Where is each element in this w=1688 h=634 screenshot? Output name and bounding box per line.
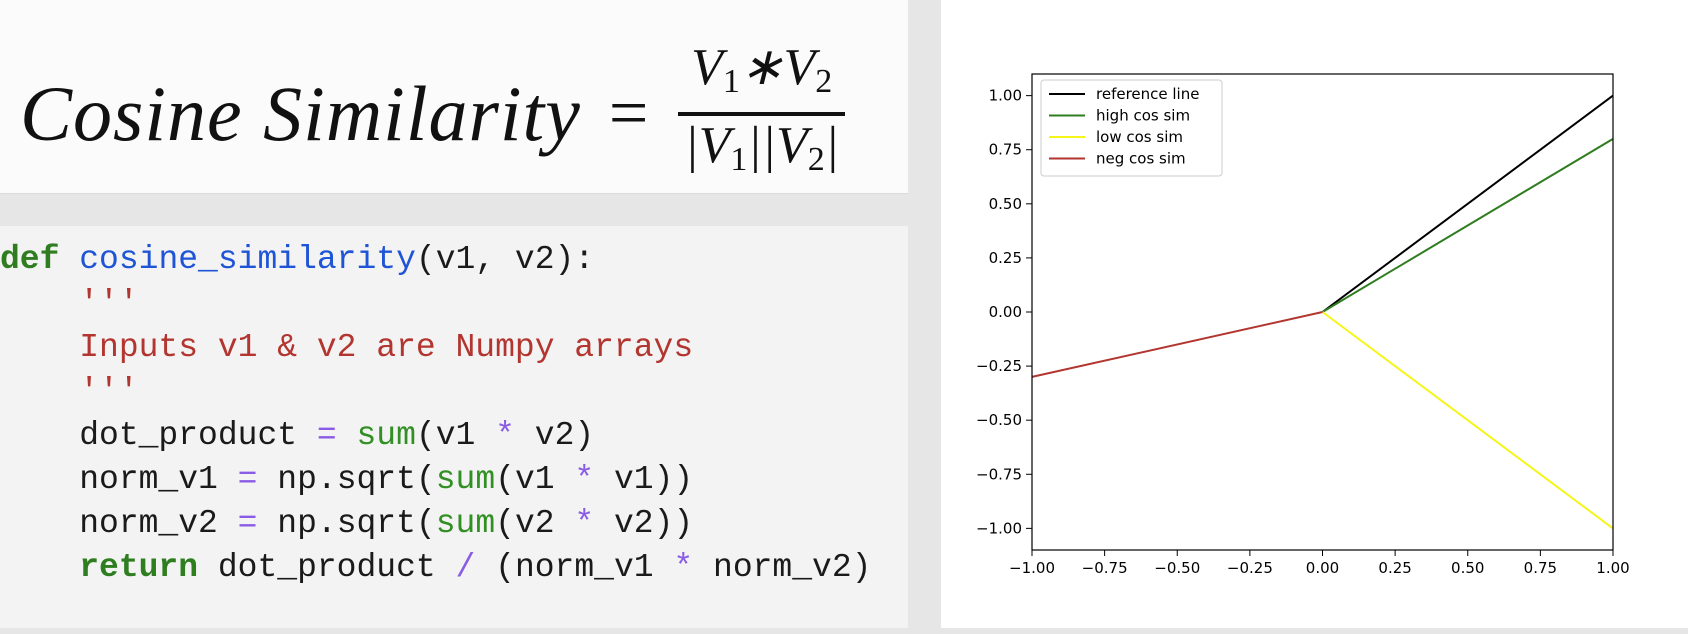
series-line-2 [1321, 138, 1614, 313]
docstring-close: ''' [79, 373, 139, 410]
y-tick-label: −0.25 [976, 357, 1022, 375]
numerator-v-sub: 1 [722, 63, 740, 100]
op-assign: = [237, 505, 258, 542]
denominator-end: | [824, 117, 840, 174]
op-mul: * [673, 549, 694, 586]
op-assign: = [316, 417, 337, 454]
expr-part: (v1 [415, 417, 476, 454]
cosine-similarity-chart: −1.00 −0.75 −0.50 −0.25 0.00 0.25 0.50 0.75 1.00… [976, 73, 1630, 577]
formula-numerator: V1∗V2 [685, 40, 838, 110]
legend-label: neg cos sim [1096, 150, 1186, 168]
denominator-a-sub: 1 [730, 141, 748, 178]
x-tick-label: −0.75 [1082, 559, 1128, 577]
denominator-mid: ||V [747, 117, 808, 174]
var-norm-v1: norm_v1 [79, 461, 218, 498]
code-line-2: ''' [0, 282, 871, 326]
legend-label: high cos sim [1096, 107, 1190, 125]
expr-part: np.sqrt( [277, 461, 436, 498]
x-tick-label: 0.25 [1378, 559, 1411, 577]
op-assign: = [237, 461, 258, 498]
cosine-similarity-formula: Cosine Similarity = V1∗V2 |V1||V2| [20, 40, 846, 178]
op-mul: * [574, 461, 595, 498]
keyword-def: def [0, 241, 60, 278]
function-name: cosine_similarity [79, 241, 416, 278]
y-tick-label: 0.00 [989, 303, 1022, 321]
expr-part: v2) [534, 417, 595, 454]
docstring-text: Inputs v1 & v2 are Numpy arrays [79, 329, 694, 366]
numerator-v2-sub: 2 [815, 63, 833, 100]
code-line-8: return dot_product / (norm_v1 * norm_v2) [0, 546, 871, 590]
code-line-4: ''' [0, 370, 871, 414]
x-tick-label: 0.75 [1524, 559, 1557, 577]
builtin-sum: sum [356, 417, 416, 454]
y-tick-label: −1.00 [976, 519, 1022, 537]
numerator-v: V [691, 39, 723, 96]
legend-label: reference line [1096, 85, 1199, 103]
y-tick-label: 0.75 [989, 141, 1022, 159]
expr-part: dot_product [217, 549, 436, 586]
series-line-1 [1321, 94, 1614, 313]
var-norm-v2: norm_v2 [79, 505, 218, 542]
function-params: (v1, v2): [415, 241, 595, 278]
expr-part: v1)) [614, 461, 694, 498]
legend-label: low cos sim [1096, 128, 1183, 146]
formula-panel: Cosine Similarity = V1∗V2 |V1||V2| [0, 0, 908, 194]
denominator-b-sub: 2 [807, 141, 825, 178]
expr-part: norm_v2) [713, 549, 872, 586]
code-line-6: norm_v1 = np.sqrt(sum(v1 * v1)) [0, 458, 871, 502]
docstring-open: ''' [79, 285, 139, 322]
legend-box [1040, 79, 1223, 177]
expr-part: (v1 [495, 461, 555, 498]
builtin-sum: sum [435, 505, 496, 542]
denominator-a: |V [684, 117, 731, 174]
expr-part: (v2 [495, 505, 555, 542]
formula-lhs: Cosine Similarity [20, 70, 581, 157]
x-tick-label: 0.50 [1451, 559, 1484, 577]
expr-part: v2)) [614, 505, 694, 542]
code-line-1: def cosine_similarity(v1, v2): [0, 238, 871, 282]
code-line-5: dot_product = sum(v1 * v2) [0, 414, 871, 458]
y-tick-label: 1.00 [989, 87, 1022, 105]
code-line-7: norm_v2 = np.sqrt(sum(v2 * v2)) [0, 502, 871, 546]
chart-panel: −1.00 −0.75 −0.50 −0.25 0.00 0.25 0.50 0.75 1.00… [941, 0, 1688, 628]
op-mul: * [574, 505, 595, 542]
x-tick-label: −0.25 [1227, 559, 1273, 577]
op-mul: * [495, 417, 515, 454]
keyword-return: return [79, 549, 199, 586]
series-line-4 [1031, 311, 1323, 378]
series-line-3 [1321, 311, 1614, 530]
expr-part: (norm_v1 [495, 549, 654, 586]
chart-legend: reference line high cos sim low cos sim neg… [1040, 79, 1223, 177]
x-tick-label: 0.00 [1306, 559, 1339, 577]
x-tick-label: 1.00 [1596, 559, 1629, 577]
fraction-bar [678, 112, 846, 116]
formula-denominator: |V1||V2| [678, 118, 845, 188]
x-tick-label: −0.50 [1154, 559, 1200, 577]
builtin-sum: sum [435, 461, 496, 498]
y-tick-label: 0.25 [989, 249, 1022, 267]
var-dot-product: dot_product [79, 417, 298, 454]
formula-fraction: V1∗V2 |V1||V2| [678, 40, 846, 188]
formula-equals: = [608, 75, 649, 152]
code-panel: def cosine_similarity(v1, v2): ''' Input… [0, 226, 908, 628]
op-div: / [455, 549, 476, 586]
expr-part: np.sqrt( [277, 505, 436, 542]
numerator-op: ∗ [739, 39, 784, 96]
y-tick-label: −0.50 [976, 411, 1022, 429]
code-line-3: Inputs v1 & v2 are Numpy arrays [0, 326, 871, 370]
code-block: def cosine_similarity(v1, v2): ''' Input… [0, 238, 871, 590]
x-tick-label: −1.00 [1009, 559, 1055, 577]
numerator-v2: V [783, 39, 816, 96]
y-tick-label: −0.75 [976, 465, 1022, 483]
y-tick-label: 0.50 [989, 195, 1022, 213]
